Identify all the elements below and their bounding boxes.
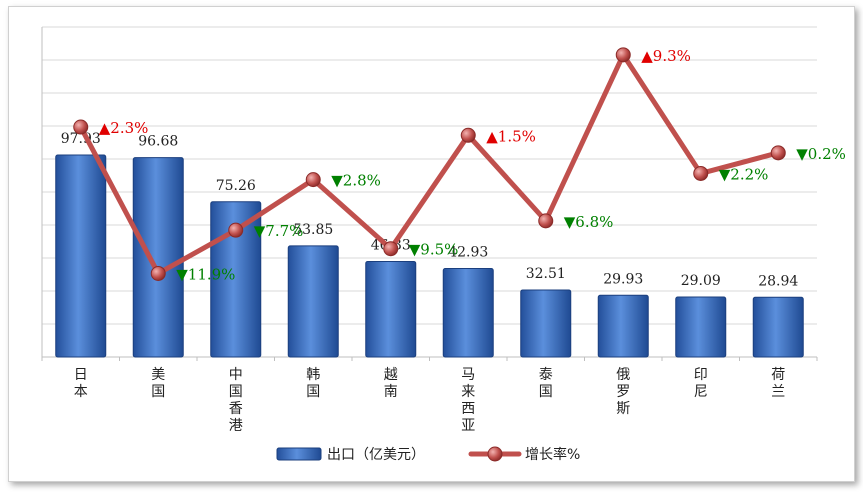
- bar: [752, 296, 804, 358]
- growth-rate-line: [78, 52, 781, 276]
- bar-value-label: 28.94: [758, 273, 798, 289]
- growth-rate-label: ▼9.5%: [409, 241, 459, 259]
- line-point: [73, 119, 89, 135]
- bar: [520, 289, 572, 358]
- chart: 97.9396.6875.2653.8546.3342.9332.5129.93…: [41, 26, 846, 463]
- bar: [132, 157, 184, 358]
- bar-value-label: 96.68: [138, 134, 178, 150]
- line-point: [228, 222, 244, 238]
- category-label: 美国: [151, 367, 165, 400]
- line-point: [770, 145, 786, 161]
- bar: [210, 201, 262, 358]
- line-point: [615, 47, 631, 63]
- line-point: [383, 241, 399, 257]
- line-point: [150, 265, 166, 281]
- legend-bar-label: 出口（亿美元）: [327, 447, 425, 463]
- growth-rate-label: ▼2.8%: [331, 172, 381, 190]
- growth-rate-label: ▼7.7%: [254, 222, 304, 240]
- bar-value-label: 29.93: [603, 271, 643, 287]
- growth-rate-label: ▼6.8%: [564, 213, 614, 231]
- growth-rate-label: ▼11.9%: [176, 265, 235, 283]
- bar: [55, 154, 107, 358]
- bar-value-label: 42.93: [448, 244, 488, 260]
- growth-rate-label: ▼2.2%: [719, 165, 769, 183]
- category-label: 荷兰: [771, 367, 785, 400]
- line-point: [460, 127, 476, 143]
- legend: 出口（亿美元） 增长率%: [276, 446, 580, 463]
- category-label: 马来西亚: [461, 367, 475, 434]
- category-label: 泰国: [539, 367, 553, 400]
- category-labels: 日本 美国 中国香港 韩国 越南 马来西亚 泰国 俄罗斯 印尼 荷兰: [74, 367, 786, 434]
- growth-rate-label: ▲9.3%: [641, 47, 691, 65]
- legend-line-marker: [487, 446, 503, 462]
- category-label: 俄罗斯: [616, 367, 630, 417]
- legend-line-label: 增长率%: [525, 446, 580, 463]
- bar-value-label: 53.85: [293, 222, 333, 238]
- line-series: ▲2.3% ▼11.9% ▼7.7% ▼2.8% ▼9.5% ▲1.5% ▼6.8% ▲9.3…: [73, 47, 846, 283]
- category-label: 韩国: [306, 367, 320, 400]
- category-label: 日本: [74, 367, 88, 400]
- line-point: [305, 172, 321, 188]
- category-label: 越南: [384, 367, 398, 400]
- bar-series: 97.9396.6875.2653.8546.3342.9332.5129.93…: [55, 131, 804, 358]
- bar-value-label: 32.51: [526, 266, 566, 282]
- growth-rate-label: ▲2.3%: [99, 119, 149, 137]
- line-point: [693, 165, 709, 181]
- bar: [365, 260, 417, 358]
- category-label: 印尼: [694, 367, 708, 400]
- category-label: 中国香港: [229, 367, 243, 434]
- growth-rate-label: ▲1.5%: [486, 127, 536, 145]
- bar: [675, 296, 727, 358]
- chart-frame: 97.9396.6875.2653.8546.3342.9332.5129.93…: [8, 6, 855, 482]
- bar: [442, 267, 494, 358]
- growth-rate-label: ▼0.2%: [796, 145, 846, 163]
- line-point: [538, 213, 554, 229]
- bar-value-label: 75.26: [216, 178, 256, 194]
- legend-bar-swatch: [276, 447, 322, 461]
- bar-value-label: 29.09: [681, 273, 721, 289]
- bar: [287, 245, 339, 358]
- bar: [597, 294, 649, 358]
